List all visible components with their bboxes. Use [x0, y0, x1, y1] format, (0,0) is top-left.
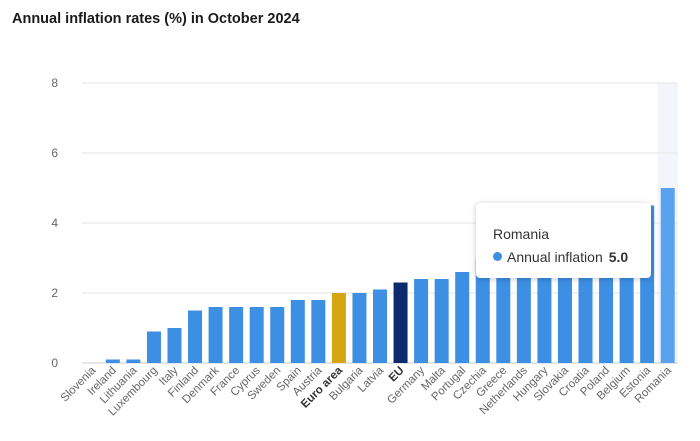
y-tick-label: 0 [51, 356, 58, 370]
y-tick-label: 4 [51, 216, 58, 230]
bar-bulgaria[interactable] [352, 293, 367, 363]
tooltip-value: 5.0 [608, 249, 629, 265]
bar-lithuania[interactable] [126, 359, 141, 364]
bar-czechia[interactable] [475, 258, 490, 363]
bar-austria[interactable] [311, 300, 326, 363]
bar-germany[interactable] [414, 279, 429, 363]
bar-euro-area[interactable] [331, 293, 346, 363]
bar-denmark[interactable] [208, 307, 223, 363]
bar-romania[interactable] [660, 188, 675, 363]
y-axis-ticks: 0 2 4 6 8 [51, 76, 58, 370]
bar-sweden[interactable] [270, 307, 285, 363]
bar-portugal[interactable] [455, 272, 470, 363]
tooltip: Romania Annual inflation 5.0 [476, 203, 651, 278]
y-tick-label: 6 [51, 146, 58, 160]
bar-cyprus[interactable] [249, 307, 264, 363]
bar-spain[interactable] [290, 300, 305, 363]
y-tick-label: 8 [51, 76, 58, 90]
bar-finland[interactable] [188, 310, 203, 364]
x-axis-ticks: SloveniaIrelandLithuaniaLuxembourgItalyF… [59, 364, 675, 418]
bar-italy[interactable] [167, 328, 182, 363]
bar-eu[interactable] [393, 282, 408, 364]
bar-malta[interactable] [434, 279, 449, 363]
tooltip-category: Romania [493, 226, 550, 242]
bar-latvia[interactable] [373, 289, 387, 364]
tooltip-row: Annual inflation 5.0 [493, 248, 651, 266]
bar-greece[interactable] [496, 258, 511, 363]
chart-title: Annual inflation rates (%) in October 20… [12, 11, 300, 27]
bar-ireland[interactable] [105, 359, 120, 364]
bar-france[interactable] [229, 307, 244, 363]
bar-luxembourg[interactable] [146, 331, 161, 364]
tooltip-series-label: Annual inflation [507, 249, 603, 265]
series-marker-icon [493, 252, 502, 261]
y-tick-label: 2 [51, 286, 58, 300]
